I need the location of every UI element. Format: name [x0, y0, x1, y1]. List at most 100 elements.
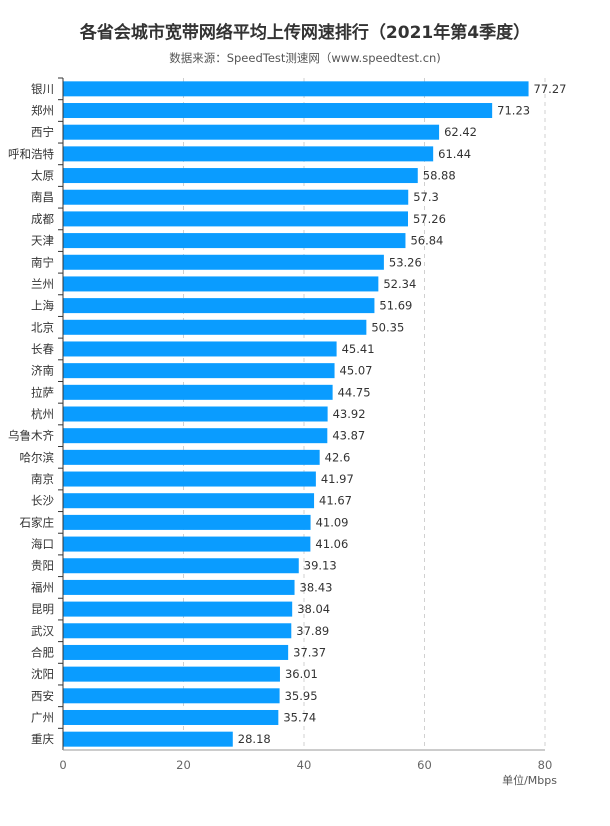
bar	[63, 471, 316, 487]
category-label: 拉萨	[31, 385, 54, 399]
value-label: 45.41	[342, 342, 375, 356]
x-tick-label: 60	[417, 758, 432, 772]
bar	[63, 211, 408, 227]
bar	[63, 298, 375, 314]
category-label: 成都	[31, 212, 54, 226]
category-label: 银川	[31, 82, 54, 96]
category-label: 南宁	[31, 255, 54, 269]
bar	[63, 601, 293, 617]
value-label: 57.3	[413, 190, 439, 204]
bar	[63, 709, 279, 725]
value-label: 62.42	[444, 125, 477, 139]
value-label: 53.26	[389, 255, 422, 269]
bar	[63, 536, 311, 552]
bar	[63, 254, 384, 270]
category-label: 西宁	[31, 125, 54, 139]
bar	[63, 666, 280, 682]
category-label: 重庆	[31, 732, 54, 746]
value-label: 37.89	[296, 624, 329, 638]
bar	[63, 276, 379, 292]
x-tick-label: 0	[59, 758, 66, 772]
value-label: 44.75	[338, 385, 371, 399]
category-label: 郑州	[31, 104, 54, 118]
category-label: 石家庄	[20, 515, 55, 529]
bar	[63, 731, 233, 747]
x-tick-label: 20	[176, 758, 191, 772]
category-label: 哈尔滨	[20, 450, 55, 464]
bar	[63, 688, 280, 704]
value-label: 71.23	[497, 104, 530, 118]
category-label: 乌鲁木齐	[8, 429, 54, 443]
category-label: 济南	[31, 364, 54, 378]
chart-subtitle: 数据来源：SpeedTest测速网（www.speedtest.cn)	[169, 51, 441, 65]
bar	[63, 406, 328, 422]
value-label: 50.35	[371, 320, 404, 334]
value-label: 43.92	[333, 407, 366, 421]
category-label: 南昌	[31, 190, 54, 204]
value-label: 61.44	[438, 147, 471, 161]
value-label: 51.69	[379, 299, 412, 313]
value-label: 28.18	[238, 732, 271, 746]
value-label: 41.06	[315, 537, 348, 551]
category-label: 太原	[31, 169, 54, 183]
bar	[63, 449, 320, 465]
unit-label: 单位/Mbps	[502, 773, 557, 787]
bar	[63, 579, 295, 595]
bar	[63, 233, 406, 249]
category-label: 兰州	[31, 277, 54, 291]
value-label: 57.26	[413, 212, 446, 226]
category-label: 呼和浩特	[8, 147, 54, 161]
x-tick-label: 80	[538, 758, 553, 772]
bar	[63, 644, 289, 660]
category-label: 南京	[31, 472, 54, 486]
category-label: 武汉	[31, 624, 54, 638]
category-label: 上海	[31, 299, 54, 313]
axes: 0 20 40 60 80 银川郑州西宁呼和浩特太原南昌成都天津南宁兰州上海北京长春济南拉…	[8, 77, 553, 772]
value-label: 58.88	[423, 169, 456, 183]
category-label: 天津	[31, 234, 54, 248]
category-label: 昆明	[31, 602, 54, 616]
bar	[63, 363, 335, 379]
x-tick-label: 40	[297, 758, 312, 772]
value-label: 41.09	[316, 515, 349, 529]
value-label: 41.97	[321, 472, 354, 486]
bar	[63, 384, 333, 400]
bar	[63, 514, 311, 530]
category-label: 西安	[31, 689, 54, 703]
value-label: 36.01	[285, 667, 318, 681]
bar	[63, 341, 337, 357]
value-label: 45.07	[340, 364, 373, 378]
bar	[63, 623, 292, 639]
value-label: 37.37	[293, 645, 326, 659]
value-label: 35.74	[283, 710, 316, 724]
category-label: 沈阳	[31, 667, 54, 681]
value-label: 42.6	[325, 450, 351, 464]
bar	[63, 103, 493, 119]
category-label: 杭州	[31, 407, 54, 421]
value-label: 41.67	[319, 494, 352, 508]
value-label: 38.04	[297, 602, 330, 616]
category-label: 合肥	[31, 645, 54, 659]
category-label: 贵阳	[31, 559, 54, 573]
category-label: 长沙	[31, 494, 54, 508]
category-label: 广州	[31, 710, 54, 724]
value-label: 77.27	[534, 82, 567, 96]
value-label: 38.43	[300, 580, 333, 594]
bar	[63, 319, 367, 335]
value-label: 35.95	[285, 689, 318, 703]
bar	[63, 168, 418, 184]
bar	[63, 493, 315, 509]
chart-title: 各省会城市宽带网络平均上传网速排行（2021年第4季度）	[79, 23, 531, 43]
bar	[63, 558, 299, 574]
value-label: 39.13	[304, 559, 337, 573]
category-label: 福州	[31, 580, 54, 594]
bars: 77.27 71.23 62.42 61.44 58.88 57.3 57.26 56.84 5…	[63, 81, 567, 747]
bar	[63, 189, 409, 205]
bar	[63, 428, 328, 444]
value-label: 56.84	[410, 234, 443, 248]
bar	[63, 124, 440, 140]
category-label: 北京	[31, 320, 54, 334]
value-label: 52.34	[383, 277, 416, 291]
category-label: 长春	[31, 342, 54, 356]
